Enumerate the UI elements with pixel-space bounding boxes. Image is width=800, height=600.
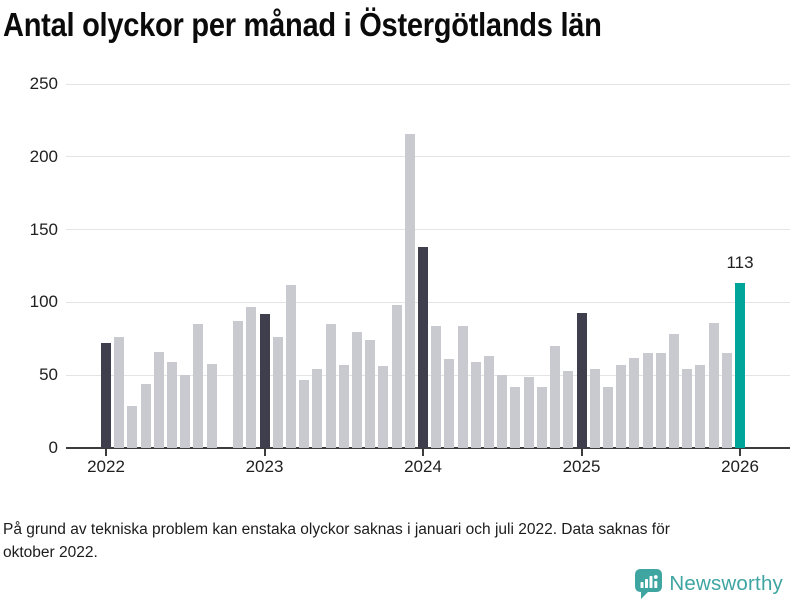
bar-2024-01 [418, 247, 428, 448]
bar-2025-06 [642, 353, 653, 448]
bar-2026-01 [735, 283, 745, 448]
bar-2022-09 [206, 363, 217, 448]
bar-2024-11 [550, 346, 561, 448]
bar-2023-02 [272, 337, 283, 448]
bar-2022-07 [180, 375, 191, 448]
bar-2025-03 [602, 386, 613, 448]
bar-2022-04 [140, 383, 151, 448]
gridline-150 [66, 229, 790, 231]
bar-2025-11 [708, 322, 719, 448]
bar-2024-09 [523, 376, 534, 448]
bar-2023-07 [338, 365, 349, 448]
x-axis-tick-2024 [422, 449, 424, 456]
bar-2025-01 [576, 312, 587, 448]
x-axis-label-2026: 2026 [721, 457, 759, 476]
bar-2024-10 [536, 386, 547, 448]
bar-2022-11 [233, 321, 244, 448]
gridline-50 [66, 374, 790, 376]
x-axis-tick-2023 [263, 449, 266, 456]
bar-2024-07 [497, 375, 508, 448]
bar-2022-05 [153, 351, 164, 448]
x-axis-tick-2025 [580, 449, 583, 456]
bar-2023-11 [391, 305, 402, 448]
bar-2024-06 [484, 356, 495, 448]
y-axis-label: 50 [39, 365, 58, 385]
y-axis-label: 250 [29, 74, 58, 93]
bar-2024-03 [444, 359, 455, 448]
x-axis-label-2025: 2025 [562, 457, 601, 476]
bar-2022-08 [193, 324, 204, 448]
bar-2025-07 [655, 353, 666, 448]
y-axis-label: 0 [48, 438, 58, 457]
footnote: På grund av tekniska problem kan enstaka… [3, 521, 670, 561]
bar-2023-09 [365, 340, 376, 448]
chart-title-text: Antal olyckor per månad i Östergötlands … [3, 6, 602, 43]
bar-2025-05 [629, 357, 640, 448]
bar-2025-04 [616, 365, 627, 448]
x-axis-line [66, 447, 790, 449]
bar-2025-10 [695, 365, 706, 448]
gridline-200 [66, 156, 790, 158]
bar-2024-05 [470, 362, 481, 448]
bar-2023-05 [312, 369, 323, 448]
bar-2025-12 [721, 353, 732, 448]
bar-2023-03 [285, 284, 296, 448]
bar-2025-08 [668, 334, 679, 448]
x-axis-label-2022: 2022 [87, 457, 125, 476]
newsworthy-logo[interactable]: Newsworthy [635, 569, 783, 599]
bar-2023-04 [299, 379, 310, 448]
bar-2024-04 [457, 325, 468, 448]
bar-2023-01 [259, 314, 270, 448]
newsworthy-logo-text: Newsworthy [669, 572, 783, 595]
bar-2022-02 [114, 337, 125, 448]
chart-title: Antal olyckor per månad i Östergötlands … [3, 6, 683, 44]
x-axis-tick-2026 [739, 449, 741, 456]
bar-2023-06 [325, 324, 336, 448]
bar-2025-02 [589, 369, 600, 448]
x-axis-tick-2022 [105, 449, 107, 456]
bar-2022-03 [127, 405, 138, 448]
bar-2022-01 [101, 343, 111, 448]
bar-2022-12 [246, 306, 257, 448]
gridline-100 [66, 301, 790, 303]
y-axis-label: 150 [29, 219, 58, 239]
bar-2022-06 [167, 362, 178, 448]
bar-2023-10 [378, 366, 389, 448]
x-axis-label-2024: 2024 [404, 457, 442, 476]
bar-2023-08 [351, 331, 362, 448]
bar-2023-12 [404, 133, 415, 448]
gridline-250 [66, 83, 790, 85]
latest-value-label: 113 [726, 253, 754, 273]
y-axis-label: 200 [29, 146, 58, 166]
y-axis-label: 100 [29, 292, 58, 312]
x-axis-label-2023: 2023 [245, 457, 284, 476]
bar-2025-09 [682, 369, 693, 448]
bar-2024-12 [563, 370, 574, 448]
bar-2024-02 [431, 325, 442, 448]
bar-2024-08 [510, 386, 521, 448]
newsworthy-logo-icon [635, 569, 663, 599]
